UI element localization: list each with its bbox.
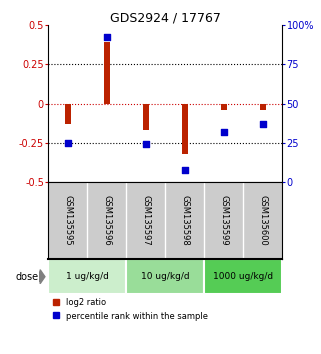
Text: dose: dose: [15, 272, 39, 282]
Text: GSM135599: GSM135599: [219, 195, 229, 246]
Legend: log2 ratio, percentile rank within the sample: log2 ratio, percentile rank within the s…: [52, 298, 208, 320]
Bar: [204, 259, 282, 294]
Bar: [65, 103, 71, 124]
Text: GSM135598: GSM135598: [180, 195, 189, 246]
Point: [221, 129, 226, 135]
Text: 1 ug/kg/d: 1 ug/kg/d: [66, 272, 108, 281]
Bar: [260, 103, 266, 110]
Text: GSM135600: GSM135600: [258, 195, 267, 246]
Bar: [221, 103, 227, 110]
Text: 1000 ug/kg/d: 1000 ug/kg/d: [213, 272, 273, 281]
FancyArrow shape: [39, 270, 45, 284]
Point: [182, 167, 187, 172]
Text: GSM135595: GSM135595: [63, 195, 72, 246]
Bar: [48, 259, 126, 294]
Point: [104, 35, 109, 40]
Bar: [143, 103, 149, 130]
Title: GDS2924 / 17767: GDS2924 / 17767: [110, 12, 221, 25]
Point: [65, 140, 70, 146]
Text: 10 ug/kg/d: 10 ug/kg/d: [141, 272, 190, 281]
Bar: [126, 259, 204, 294]
Point: [260, 121, 265, 127]
Text: GSM135596: GSM135596: [102, 195, 111, 246]
Point: [143, 142, 148, 147]
Bar: [182, 103, 188, 154]
Text: GSM135597: GSM135597: [141, 195, 150, 246]
Bar: [104, 42, 110, 103]
